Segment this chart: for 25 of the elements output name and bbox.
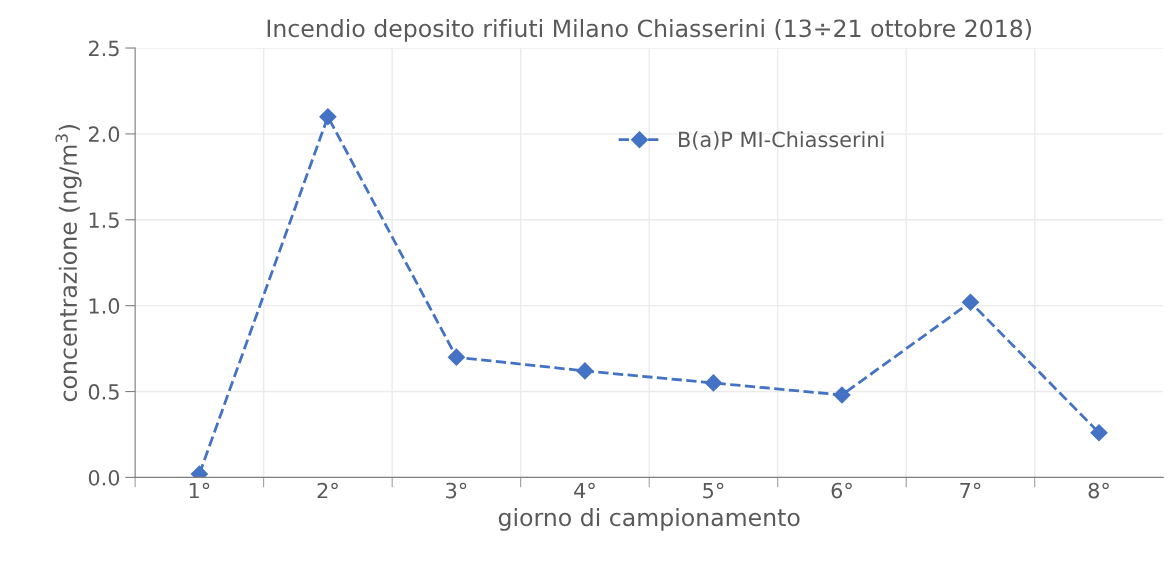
x-tick-label: 5°	[703, 482, 724, 499]
point	[319, 108, 337, 126]
y-axis-title: concentrazione (ng/m$^{3}$)	[55, 125, 82, 402]
point	[1090, 424, 1108, 442]
point	[704, 374, 722, 392]
y-tick-label: 0.5	[88, 384, 119, 400]
y-tick-label: 1.5	[89, 212, 119, 228]
x-tick-label: 3°	[446, 482, 467, 499]
y-tick-label: 0.0	[88, 469, 120, 486]
legend-label: B(a)P MI-Chiasserini	[679, 131, 884, 150]
y-tick-label: 2.5	[88, 40, 119, 57]
point	[961, 293, 980, 311]
x-tick-label: 4°	[574, 482, 595, 499]
y-tick-label: 2.0	[88, 126, 120, 143]
x-tick-label: 1°	[189, 482, 210, 499]
point	[576, 362, 594, 380]
x-tick-label: 8°	[1088, 482, 1109, 499]
point	[447, 348, 465, 366]
y-tick-label: 1.0	[89, 298, 120, 314]
x-tick-label: 2°	[317, 482, 338, 499]
x-axis-title: giorno di campionamento	[498, 508, 800, 531]
x-tick-label: 6°	[831, 482, 852, 499]
point	[833, 386, 851, 404]
chart-title: Incendio deposito rifiuti Milano Chiasserini (13÷21 ottobre 2018)	[267, 18, 1031, 42]
x-tick-label: 7°	[960, 482, 981, 499]
